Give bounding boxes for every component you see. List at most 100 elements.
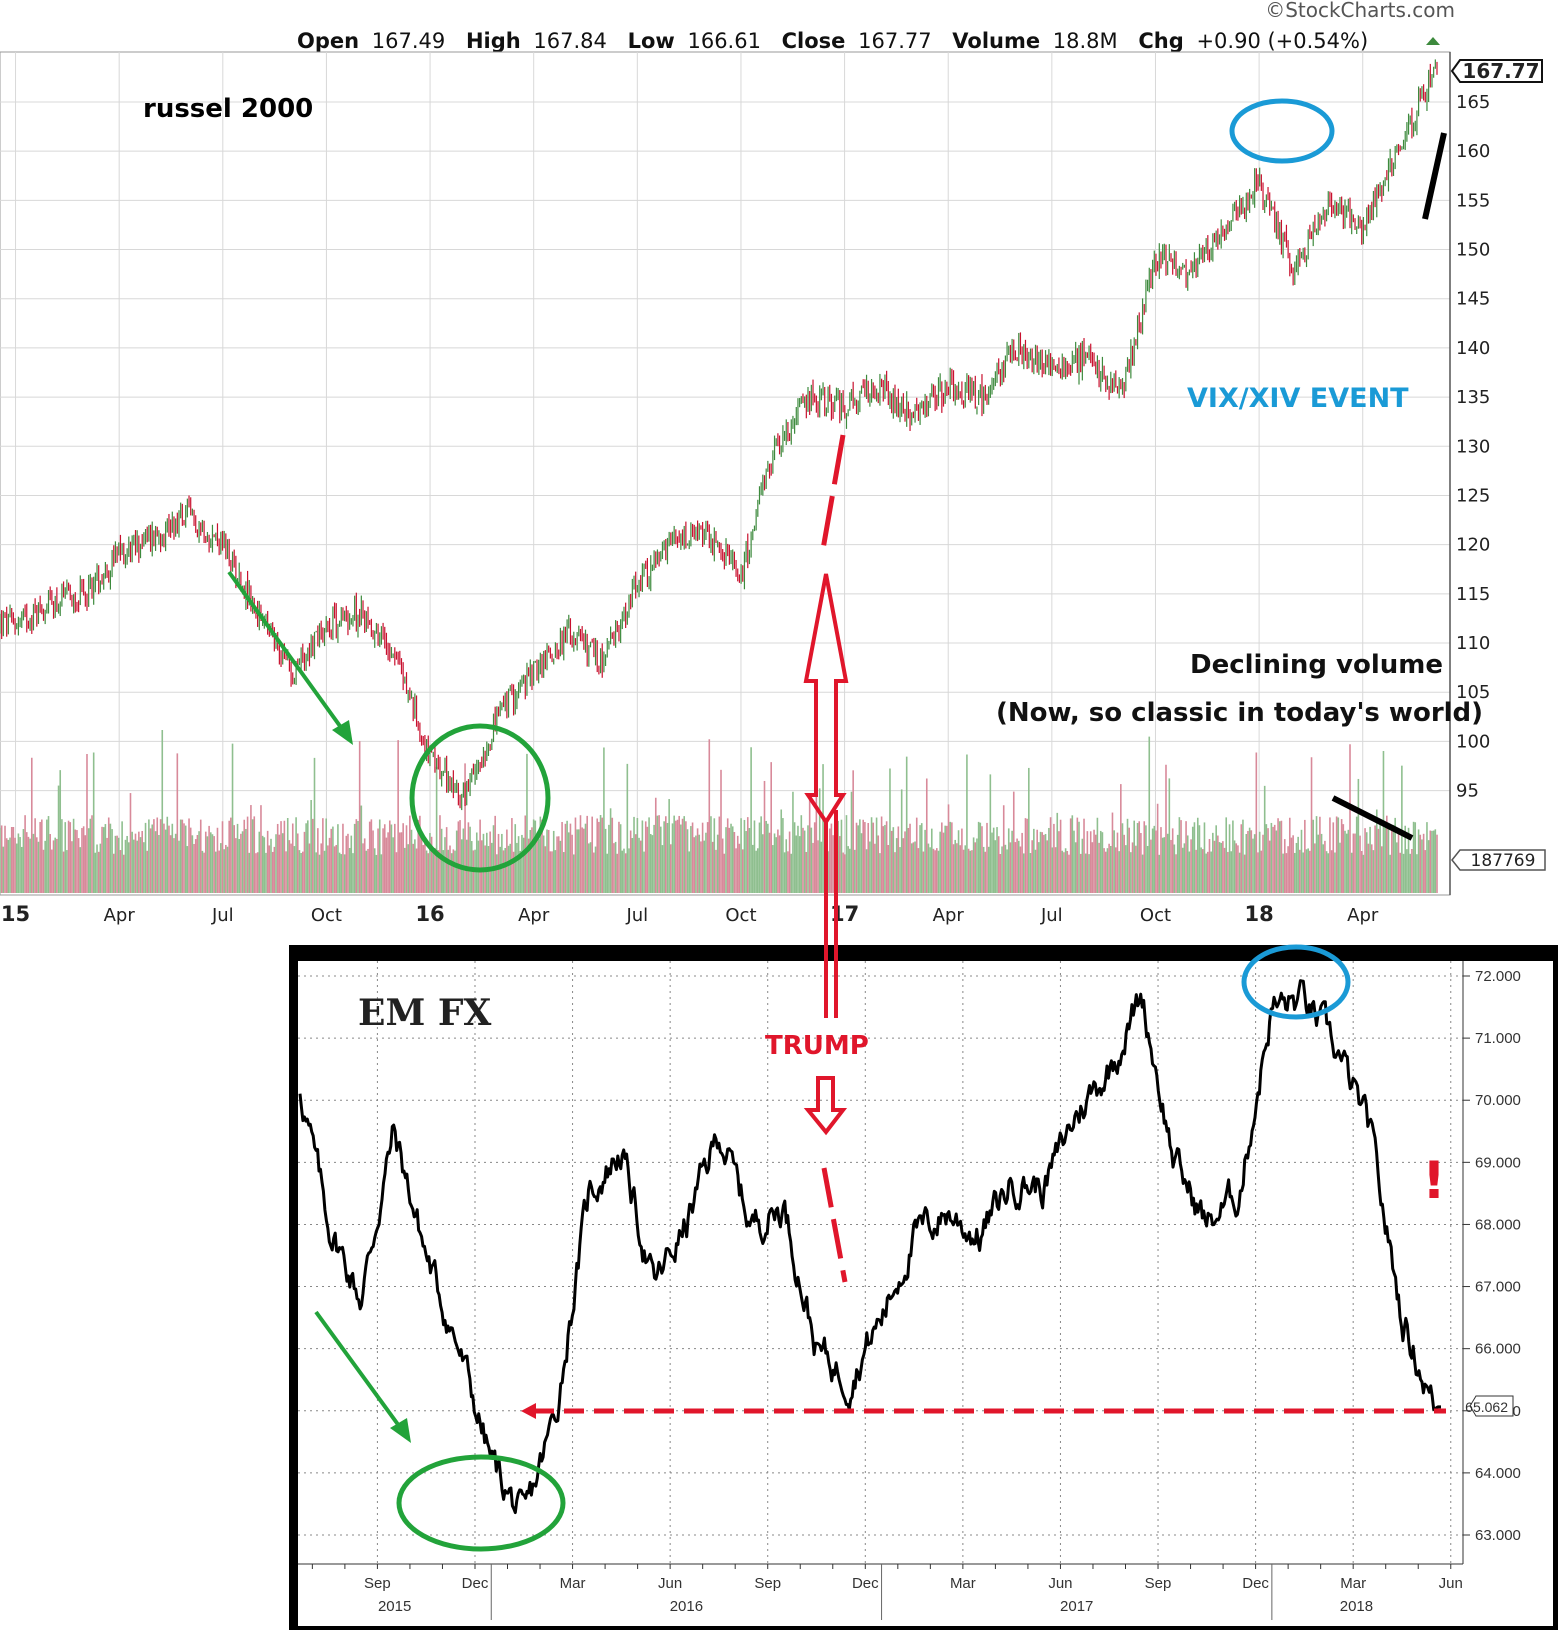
last-volume-box — [1451, 849, 1546, 871]
vix-xiv-label: VIX/XIV EVENT — [1187, 383, 1409, 414]
top-x-tick-label: 16 — [415, 902, 444, 926]
declining-volume-label: Declining volume — [1190, 650, 1443, 680]
em-y-tick-label: 70.000 — [1475, 1092, 1521, 1109]
em-y-tick-label: 67.000 — [1475, 1279, 1521, 1296]
top-y-tick-label: 125 — [1456, 485, 1490, 506]
top-x-tick-label: Jul — [211, 905, 234, 926]
top-y-tick-label: 135 — [1456, 387, 1490, 408]
blue-ellipse-bottom — [1241, 944, 1351, 1020]
chg-value: +0.90 (+0.54%) — [1196, 29, 1368, 53]
top-x-tick-label: Oct — [725, 905, 756, 926]
em-bottom-axis-area — [298, 1564, 1553, 1626]
em-x-tick-label: Mar — [1340, 1575, 1366, 1592]
em-y-tick-label: 64.000 — [1475, 1465, 1521, 1482]
green-arrow-bottom-head-icon — [390, 1418, 411, 1443]
top-x-tick-label: Oct — [1140, 905, 1171, 926]
annotations: russel 2000 VIX/XIV EVENT Declining volu… — [143, 94, 1483, 1552]
em-y-tick-label: 66.000 — [1475, 1341, 1521, 1358]
top-y-tick-label: 140 — [1456, 338, 1490, 359]
green-circle-bottom — [396, 1454, 566, 1552]
source-label: ©StockCharts.com — [1265, 0, 1455, 22]
chg-label: Chg — [1138, 29, 1183, 53]
top-y-tick-label: 110 — [1456, 633, 1490, 654]
em-x-tick-label: Sep — [364, 1575, 391, 1592]
top-x-tick-label: Jul — [625, 905, 648, 926]
top-y-tick-label: 145 — [1456, 289, 1490, 310]
top-x-tick-label: Apr — [1347, 905, 1379, 926]
em-x-tick-label: Dec — [852, 1575, 879, 1592]
top-x-tick-label: Apr — [518, 905, 550, 926]
volume-value: 18.8M — [1053, 29, 1118, 53]
top-x-tick-label: Apr — [104, 905, 136, 926]
low-label: Low — [628, 29, 675, 53]
green-circle-top — [409, 723, 551, 873]
top-y-axis: 95 100 105 110 115 120 125 130 135 140 145 150 155 16… — [1449, 52, 1490, 895]
close-value: 167.77 — [858, 29, 931, 53]
em-year-label: 2017 — [1060, 1598, 1093, 1615]
em-x-tick-label: Dec — [462, 1575, 489, 1592]
em-plot-area — [298, 961, 1463, 1564]
top-y-tick-label: 150 — [1456, 240, 1490, 261]
top-y-tick-label: 165 — [1456, 92, 1490, 113]
last-price-tag: 167.77 — [1450, 59, 1543, 83]
em-year-label: 2015 — [378, 1598, 411, 1615]
russel-label: russel 2000 — [143, 94, 313, 124]
em-x-tick-label: Mar — [560, 1575, 586, 1592]
em-x-tick-label: Jun — [1439, 1575, 1463, 1592]
low-value: 166.61 — [687, 29, 760, 53]
top-x-tick-label: Oct — [311, 905, 342, 926]
green-arrow-top-line — [227, 570, 347, 735]
top-x-axis: 15 Apr Jul Oct 16 Apr Jul Oct 17 Apr Jul Oct 18 Apr — [1, 902, 1379, 926]
em-x-tick-label: Mar — [950, 1575, 976, 1592]
em-x-axis: Sep Dec Mar Jun Sep Dec Mar Jun Sep Dec Mar Jun 2015… — [298, 1563, 1463, 1620]
em-x-tick-label: Jun — [1048, 1575, 1072, 1592]
em-y-tick-label: 63.000 — [1475, 1527, 1521, 1544]
top-y-tick-label: 105 — [1456, 682, 1490, 703]
em-x-tick-label: Sep — [754, 1575, 781, 1592]
price-candles — [0, 59, 1438, 811]
open-value: 167.49 — [372, 29, 445, 53]
top-y-tick-label: 95 — [1456, 781, 1479, 802]
em-chart-title: EM FX — [358, 992, 491, 1034]
top-y-tick-label: 160 — [1456, 141, 1490, 162]
quote-line: Open 167.49 High 167.84 Low 166.61 Close… — [297, 29, 1368, 53]
green-arrow-bottom-line — [314, 1310, 404, 1432]
em-last-value-label: 65.062 — [1465, 1399, 1508, 1415]
top-y-tick-label: 130 — [1456, 436, 1490, 457]
black-down-stroke — [1331, 795, 1414, 841]
declining-volume-note: (Now, so classic in today's world) — [996, 698, 1483, 728]
black-up-stroke — [1422, 132, 1447, 220]
last-price-box — [1450, 59, 1543, 83]
blue-ellipse-top — [1229, 98, 1335, 164]
em-x-tick-label: Dec — [1242, 1575, 1269, 1592]
top-gridlines — [0, 52, 1450, 893]
em-last-value-box — [1469, 1395, 1514, 1417]
top-x-tick-label: Apr — [933, 905, 965, 926]
em-fx-chart: EM FX 63.00064.00065.00066.00067.00068.0… — [289, 945, 1558, 1630]
red-dash-top — [819, 434, 846, 556]
em-right-axis-area — [1463, 961, 1553, 1626]
red-support-arrowhead-icon — [521, 1403, 536, 1419]
open-label: Open — [297, 29, 359, 53]
green-arrow-top-head-icon — [332, 720, 353, 745]
em-last-value-tag: 65.062 — [1465, 1395, 1514, 1417]
last-price-label: 167.77 — [1462, 59, 1539, 83]
exclamation-mark: ! — [1422, 1151, 1446, 1211]
top-y-tick-label: 100 — [1456, 731, 1490, 752]
volume-label: Volume — [952, 29, 1040, 53]
last-volume-tag: 187769 — [1451, 849, 1546, 871]
top-x-tick-label: 15 — [1, 902, 30, 926]
em-y-tick-label: 68.000 — [1475, 1216, 1521, 1233]
top-y-tick-label: 120 — [1456, 535, 1490, 556]
trump-label: TRUMP — [765, 1031, 869, 1061]
em-y-tick-label: 71.000 — [1475, 1030, 1521, 1047]
russell-2000-chart: ©StockCharts.com Open 167.49 High 167.84… — [0, 0, 1546, 926]
em-y-tick-label: 72.000 — [1475, 968, 1521, 985]
top-y-tick-label: 115 — [1456, 584, 1490, 605]
up-arrow-icon — [1426, 37, 1440, 45]
top-x-tick-label: 18 — [1244, 902, 1273, 926]
top-y-tick-label: 155 — [1456, 190, 1490, 211]
red-dash-bottom — [821, 1167, 848, 1283]
em-year-label: 2016 — [670, 1598, 703, 1615]
em-x-tick-label: Jun — [658, 1575, 682, 1592]
